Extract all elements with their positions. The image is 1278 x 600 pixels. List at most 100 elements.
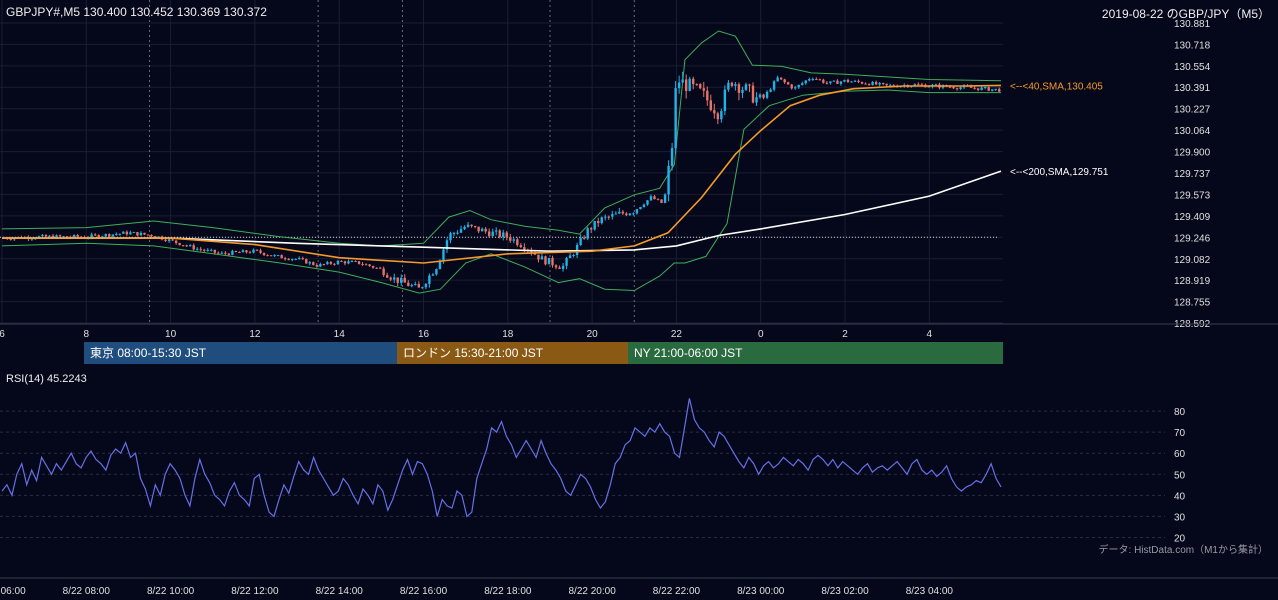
sma40-label: <--<40,SMA,130.405 (1010, 81, 1103, 92)
candle-body (649, 196, 653, 201)
candle-body (554, 265, 558, 268)
candle-body (516, 239, 519, 246)
candle-body (597, 221, 600, 224)
candle-body (466, 224, 470, 227)
axes: 130.881 130.718 130.554 130.391 130.227 130.0… (0, 19, 1278, 597)
candle-body (62, 236, 65, 238)
candle-body (797, 84, 800, 88)
candle-body (449, 233, 452, 241)
candle-body (885, 83, 888, 86)
rsi-line (1, 398, 1002, 518)
rsi-tick-label: 80 (1174, 407, 1186, 418)
candle-body (670, 148, 674, 166)
session-london: ロンドン 15:30-21:00 JST (397, 342, 628, 364)
time-tick-label: 14 (334, 329, 346, 340)
rsi-time-label: 8/22 16:00 (400, 586, 448, 597)
candle-body (336, 260, 340, 265)
time-tick-label: 8 (84, 329, 90, 340)
candle-body (913, 84, 917, 86)
candle-body (305, 259, 308, 264)
candle-body (730, 82, 734, 86)
moving-averages (2, 84, 1002, 264)
candle-body (604, 216, 607, 218)
price-tick-label: 129.900 (1174, 148, 1211, 159)
candle-body (811, 79, 815, 81)
candle-body (136, 232, 139, 236)
candle-body (188, 245, 192, 247)
candle-body (874, 81, 878, 85)
candle-body (48, 235, 51, 237)
candle-body (959, 87, 962, 89)
candle-body (431, 274, 435, 276)
candle-body (765, 91, 769, 98)
candle-body (333, 263, 336, 265)
candle-body (994, 88, 997, 90)
band-lower (1, 89, 1001, 294)
price-tick-label: 130.881 (1174, 19, 1211, 30)
candle-body (794, 87, 797, 89)
candle-body (839, 81, 843, 84)
candle-body (684, 79, 688, 91)
candle-body (308, 262, 311, 264)
candle-body (878, 82, 881, 85)
candle-body (600, 217, 603, 224)
candle-body (294, 258, 297, 260)
rsi-time-label: 8/23 02:00 (821, 586, 869, 597)
rsi-time-label: 8/22 08:00 (63, 586, 111, 597)
candle-body (94, 234, 97, 236)
candle-body (892, 85, 895, 87)
candle-body (702, 88, 705, 91)
candle-body (319, 264, 322, 267)
rsi-tick-label: 70 (1174, 428, 1186, 439)
time-tick-label: 4 (927, 329, 933, 340)
candle-body (699, 84, 702, 89)
candle-body (808, 79, 811, 81)
candle-body (178, 242, 181, 246)
candle-body (252, 249, 255, 253)
candle-body (65, 236, 69, 238)
candle-body (283, 258, 287, 260)
candle-body (779, 77, 783, 80)
candle-body (213, 249, 217, 253)
candle-body (860, 82, 864, 84)
candle-body (364, 264, 368, 266)
candle-body (424, 283, 428, 288)
price-tick-label: 130.718 (1174, 40, 1211, 51)
rsi-time-label: 8/22 20:00 (568, 586, 616, 597)
candle-body (952, 86, 955, 89)
candle-body (663, 194, 667, 203)
rsi-tick-label: 50 (1174, 470, 1186, 481)
rsi-time-label: 8/22 18:00 (484, 586, 532, 597)
candle-body (611, 214, 614, 217)
candle-body (709, 100, 712, 111)
price-tick-label: 130.064 (1174, 126, 1211, 137)
candle-body (955, 88, 959, 90)
candle-body (568, 255, 572, 259)
time-tick-label: 16 (418, 329, 430, 340)
bollinger-bands (1, 30, 1002, 294)
candle-body (737, 84, 741, 93)
candle-body (593, 221, 596, 230)
candle-body (934, 84, 938, 86)
candle-body (291, 259, 294, 261)
candle-body (301, 258, 304, 260)
candle-body (206, 249, 209, 251)
candle-body (273, 255, 276, 257)
candle-body (396, 277, 399, 283)
candle-body (741, 89, 744, 93)
candle-body (572, 255, 575, 257)
candle-body (403, 277, 406, 283)
rsi-time-label: 8/22 22:00 (653, 586, 701, 597)
candle-body (343, 261, 347, 264)
candle-body (987, 87, 990, 91)
candle-body (192, 245, 195, 250)
time-tick-label: 2 (842, 329, 848, 340)
candle-body (786, 82, 790, 85)
candle-body (646, 200, 649, 205)
candle-body (681, 79, 684, 83)
candle-body (720, 111, 723, 120)
candle-body (143, 232, 146, 235)
candle-body (185, 245, 188, 247)
candle-body (153, 236, 157, 238)
candle-body (196, 248, 199, 250)
